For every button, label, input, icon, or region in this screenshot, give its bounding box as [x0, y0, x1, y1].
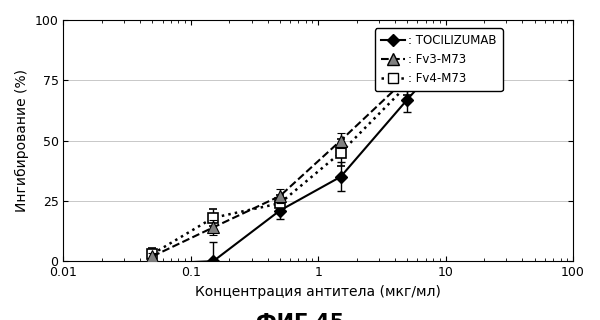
Text: ФИГ.45: ФИГ.45: [256, 313, 344, 320]
X-axis label: Концентрация антитела (мкг/мл): Концентрация антитела (мкг/мл): [195, 284, 441, 299]
Legend: : TOCILIZUMAB, : Fv3-M73, : Fv4-M73: : TOCILIZUMAB, : Fv3-M73, : Fv4-M73: [375, 28, 503, 91]
Y-axis label: Ингибирование (%): Ингибирование (%): [15, 69, 29, 212]
